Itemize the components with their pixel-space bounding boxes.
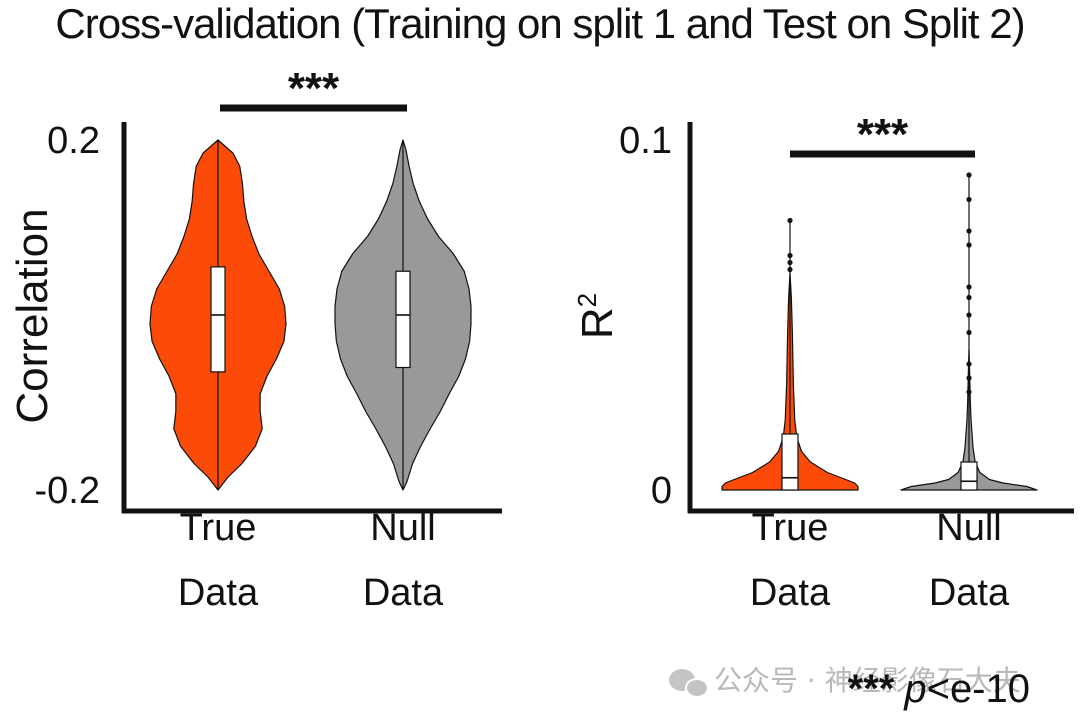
box-iqr [210, 266, 226, 373]
x-tick-label: Data [750, 572, 831, 614]
p-value-p: p [903, 667, 926, 711]
x-tick-label: True [752, 507, 829, 549]
box-iqr [395, 270, 411, 369]
outlier-point [966, 361, 972, 367]
outlier-point [787, 259, 793, 266]
p-value-stars: *** [848, 667, 895, 711]
y-axis-label: Correlation [8, 208, 57, 423]
outlier-point [966, 172, 972, 178]
outlier-point [966, 329, 972, 336]
y-tick-label: -0.2 [35, 470, 100, 512]
outlier-point [966, 312, 972, 318]
y-axis-label-superscript: 2 [572, 293, 602, 307]
outlier-point [966, 242, 972, 248]
outlier-point [787, 252, 793, 259]
significance-stars: *** [288, 64, 340, 113]
y-tick-label: 0.2 [47, 120, 100, 162]
y-axis-label: R2 [572, 293, 622, 339]
box-iqr [960, 461, 978, 491]
y-axis-label-text: R [573, 307, 622, 339]
p-value-threshold: <e-10 [927, 667, 1030, 711]
watermark-text: 公众号 · 神经影像石大夫 [714, 664, 1021, 697]
watermark: 公众号 · 神经影像石大夫 [669, 664, 1021, 698]
x-tick-label: Data [178, 572, 259, 614]
outlier-point [966, 294, 972, 301]
p-value-note: *** p<e-10 [848, 667, 1030, 711]
outlier-point [787, 266, 793, 273]
outlier-point [787, 217, 793, 224]
y-tick-label: 0 [651, 470, 672, 512]
box-iqr [781, 433, 799, 491]
x-tick-label: Data [363, 572, 444, 614]
y-axis-label-text: Correlation [8, 208, 57, 423]
outlier-point [966, 228, 972, 234]
x-tick-label: Null [370, 507, 435, 549]
r2-panel: True Data Null Data 0.1 0 R2 *** [572, 110, 1074, 614]
chart-title: Cross-validation (Training on split 1 an… [55, 0, 1024, 47]
wechat-icon [669, 669, 709, 698]
outlier-point [966, 375, 972, 381]
x-tick-label: True [180, 507, 257, 549]
y-tick-label: 0.1 [619, 120, 672, 162]
outlier-point [966, 196, 972, 203]
x-tick-label: Null [936, 507, 1001, 549]
correlation-panel: True Data Null Data 0.2 -0.2 Correlation *** [8, 64, 502, 614]
significance-stars: *** [857, 110, 909, 159]
x-tick-label: Data [929, 572, 1010, 614]
outlier-point [966, 284, 972, 290]
outlier-point [966, 389, 972, 395]
